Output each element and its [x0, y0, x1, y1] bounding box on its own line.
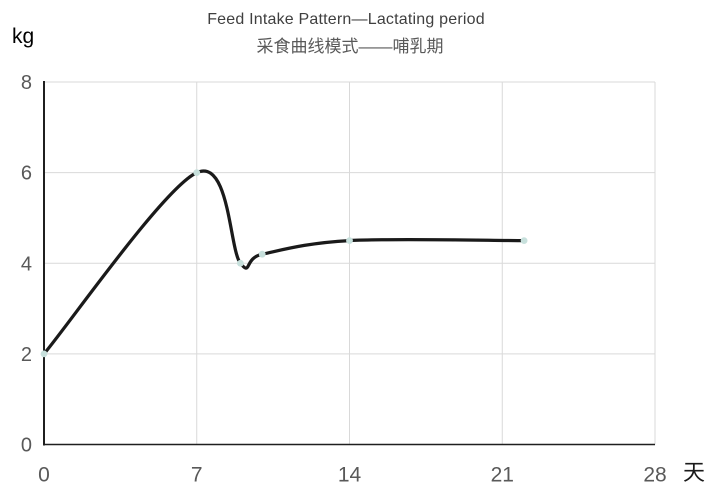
x-tick-label: 0 — [38, 464, 50, 487]
y-tick-label: 2 — [21, 344, 32, 366]
x-tick-label: 7 — [191, 464, 203, 487]
chart-title: Feed Intake Pattern—Lactating period — [207, 11, 485, 28]
x-tick-label: 28 — [643, 464, 666, 487]
data-point-marker — [258, 250, 266, 258]
data-point-marker — [346, 237, 353, 244]
y-tick-label: 0 — [21, 435, 32, 457]
data-point-marker — [193, 169, 201, 177]
x-tick-label: 14 — [338, 464, 362, 487]
x-tick-label: 21 — [491, 464, 514, 487]
x-axis-unit-label: 天 — [683, 460, 706, 485]
y-tick-label: 4 — [21, 253, 32, 275]
chart-subtitle: 采食曲线模式——哺乳期 — [256, 37, 444, 56]
data-point-marker — [236, 259, 244, 267]
series-line — [42, 169, 526, 356]
y-axis-unit-label: kg — [12, 25, 35, 48]
y-tick-label: 6 — [21, 163, 32, 185]
data-point-marker — [520, 237, 528, 244]
data-point-marker — [40, 350, 48, 358]
y-tick-label: 8 — [21, 72, 32, 94]
